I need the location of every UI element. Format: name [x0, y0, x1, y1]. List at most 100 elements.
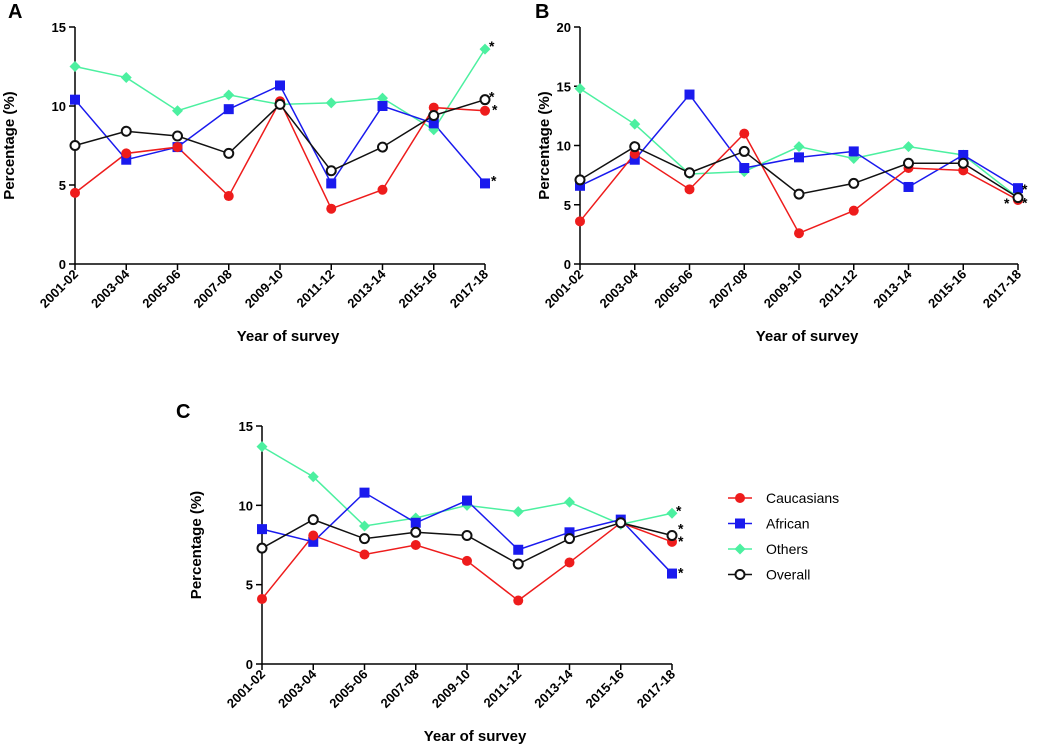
x-axis-title: Year of survey	[424, 728, 527, 745]
data-point-overall	[848, 177, 860, 189]
data-point-others	[172, 105, 183, 117]
data-point-others	[223, 89, 235, 101]
y-tick-label: 0	[59, 257, 66, 272]
data-point-overall	[359, 533, 370, 545]
data-point-african	[903, 181, 914, 192]
y-tick-label: 0	[564, 257, 571, 272]
data-point-overall	[428, 109, 440, 121]
data-point-caucasians	[513, 595, 524, 606]
data-point-others	[666, 507, 678, 519]
data-point-caucasians	[326, 203, 337, 214]
data-point-overall	[461, 529, 473, 541]
data-point-african	[70, 94, 80, 105]
significance-star: *	[1022, 181, 1028, 197]
data-point-caucasians	[684, 184, 695, 195]
data-point-overall	[615, 517, 627, 529]
x-tick-label: 2013-14	[531, 666, 576, 711]
data-point-caucasians	[428, 102, 439, 113]
x-tick-label: 2015-16	[396, 267, 440, 311]
y-tick-label: 15	[52, 20, 66, 35]
panel-label-a: A	[8, 1, 22, 23]
series-line-caucasians	[74, 99, 486, 210]
x-tick-label: 2007-08	[706, 267, 750, 311]
data-point-overall	[377, 141, 388, 153]
y-tick-label: 10	[557, 139, 571, 154]
data-point-caucasians	[257, 593, 267, 604]
x-tick-label: 2013-14	[344, 266, 389, 311]
y-tick-label: 15	[239, 419, 253, 434]
data-point-caucasians	[70, 187, 80, 198]
data-point-others	[359, 520, 370, 532]
data-point-others	[564, 496, 575, 508]
significance-star: *	[678, 533, 684, 549]
panel-label-b: B	[535, 1, 549, 23]
data-point-overall	[574, 174, 586, 186]
legend-item-overall: Overall	[728, 567, 810, 583]
data-point-caucasians	[172, 142, 183, 153]
x-tick-label: 2017-18	[447, 267, 491, 311]
data-point-overall	[69, 140, 81, 151]
x-tick-label: 2007-08	[378, 667, 422, 711]
x-tick-label: 2011-12	[294, 267, 338, 311]
data-point-others	[256, 441, 268, 453]
y-tick-label: 0	[246, 657, 253, 672]
x-tick-label: 2009-10	[761, 267, 805, 311]
significance-star: *	[1004, 195, 1010, 211]
data-point-caucasians	[410, 540, 421, 550]
data-point-african	[308, 536, 319, 547]
data-point-overall	[223, 147, 235, 159]
data-point-others	[325, 97, 337, 109]
y-tick-label: 10	[239, 498, 253, 513]
data-point-african	[739, 163, 750, 174]
data-point-african	[121, 154, 132, 165]
significance-star: *	[678, 565, 684, 581]
data-point-african	[848, 146, 859, 157]
data-point-african	[794, 152, 804, 163]
data-point-caucasians	[223, 191, 234, 202]
data-point-overall	[410, 526, 422, 538]
panel-a: A 0 5 10 15 2001-02 2003-04 2005-06 2007-08 2009-…	[1, 1, 498, 345]
y-tick-label: 10	[52, 99, 66, 114]
data-point-african	[377, 101, 388, 111]
data-point-overall	[120, 125, 132, 137]
legend-label: Overall	[766, 567, 810, 583]
data-point-others	[120, 72, 132, 84]
data-point-others	[307, 471, 319, 483]
data-point-overall	[666, 529, 678, 541]
panel-c: C 0 5 10 15 2001-02 2003-04 2005-06 2007-08 2009-…	[176, 401, 684, 745]
data-point-overall	[325, 165, 337, 177]
x-tick-label: 2009-10	[242, 267, 286, 311]
x-tick-label: 2017-18	[980, 267, 1024, 311]
data-point-caucasians	[377, 184, 388, 195]
data-point-overall	[256, 542, 268, 554]
data-point-overall	[903, 157, 914, 169]
legend-label: Others	[766, 541, 808, 557]
y-axis-title: Percentage (%)	[536, 91, 553, 199]
data-point-others	[512, 506, 524, 518]
x-tick-label: 2011-12	[481, 667, 525, 711]
data-point-overall	[629, 141, 641, 153]
x-tick-label: 2003-04	[275, 666, 320, 711]
x-tick-label: 2001-02	[542, 267, 586, 311]
data-point-others	[793, 141, 805, 153]
data-point-african	[410, 517, 421, 528]
y-axis-title: Percentage (%)	[188, 491, 205, 599]
data-point-overall	[564, 533, 575, 545]
data-point-african	[629, 154, 640, 165]
data-point-others	[377, 92, 388, 104]
data-point-african	[223, 104, 234, 115]
significance-star: *	[678, 520, 684, 536]
y-axis-title: Percentage (%)	[1, 91, 18, 199]
legend-item-caucasians: Caucasians	[728, 490, 839, 506]
significance-star: *	[489, 89, 495, 105]
legend-marker-overall	[734, 569, 746, 580]
x-tick-label: 2007-08	[191, 267, 235, 311]
legend: Caucasians African Others Overall	[728, 490, 839, 583]
data-point-others	[574, 83, 586, 95]
data-point-african	[958, 149, 969, 160]
data-point-african	[564, 527, 575, 538]
x-tick-label: 2015-16	[925, 267, 969, 311]
data-point-overall	[307, 514, 319, 526]
data-point-caucasians	[575, 216, 585, 227]
